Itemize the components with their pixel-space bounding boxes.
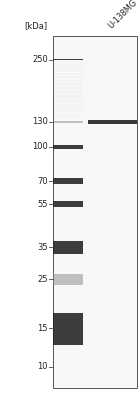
Bar: [53, 241, 83, 254]
Text: 130: 130: [32, 118, 48, 126]
Text: 15: 15: [37, 324, 48, 332]
Bar: [53, 121, 83, 123]
Bar: [53, 80, 83, 82]
Text: 25: 25: [37, 275, 48, 284]
Bar: [53, 113, 83, 117]
Bar: [53, 83, 83, 86]
Bar: [53, 95, 83, 98]
Bar: [53, 76, 83, 78]
Bar: [53, 87, 83, 90]
Bar: [53, 201, 83, 207]
Bar: [53, 274, 83, 285]
FancyBboxPatch shape: [53, 36, 137, 388]
Text: 55: 55: [37, 200, 48, 208]
Bar: [53, 70, 83, 72]
Bar: [53, 99, 83, 102]
Bar: [53, 104, 83, 107]
Bar: [53, 108, 83, 112]
Bar: [53, 145, 83, 149]
Bar: [53, 60, 83, 62]
Text: 70: 70: [37, 176, 48, 186]
Text: [kDa]: [kDa]: [24, 22, 48, 30]
Text: 250: 250: [32, 55, 48, 64]
Bar: [53, 178, 83, 184]
Bar: [53, 64, 83, 66]
Bar: [53, 73, 83, 75]
Bar: [53, 66, 83, 68]
Text: U-138MG: U-138MG: [107, 0, 139, 30]
Bar: [53, 313, 83, 346]
Bar: [88, 120, 137, 124]
Bar: [53, 91, 83, 94]
Text: 35: 35: [37, 243, 48, 252]
Text: 10: 10: [37, 362, 48, 371]
Text: 100: 100: [32, 142, 48, 152]
Bar: [53, 59, 83, 60]
